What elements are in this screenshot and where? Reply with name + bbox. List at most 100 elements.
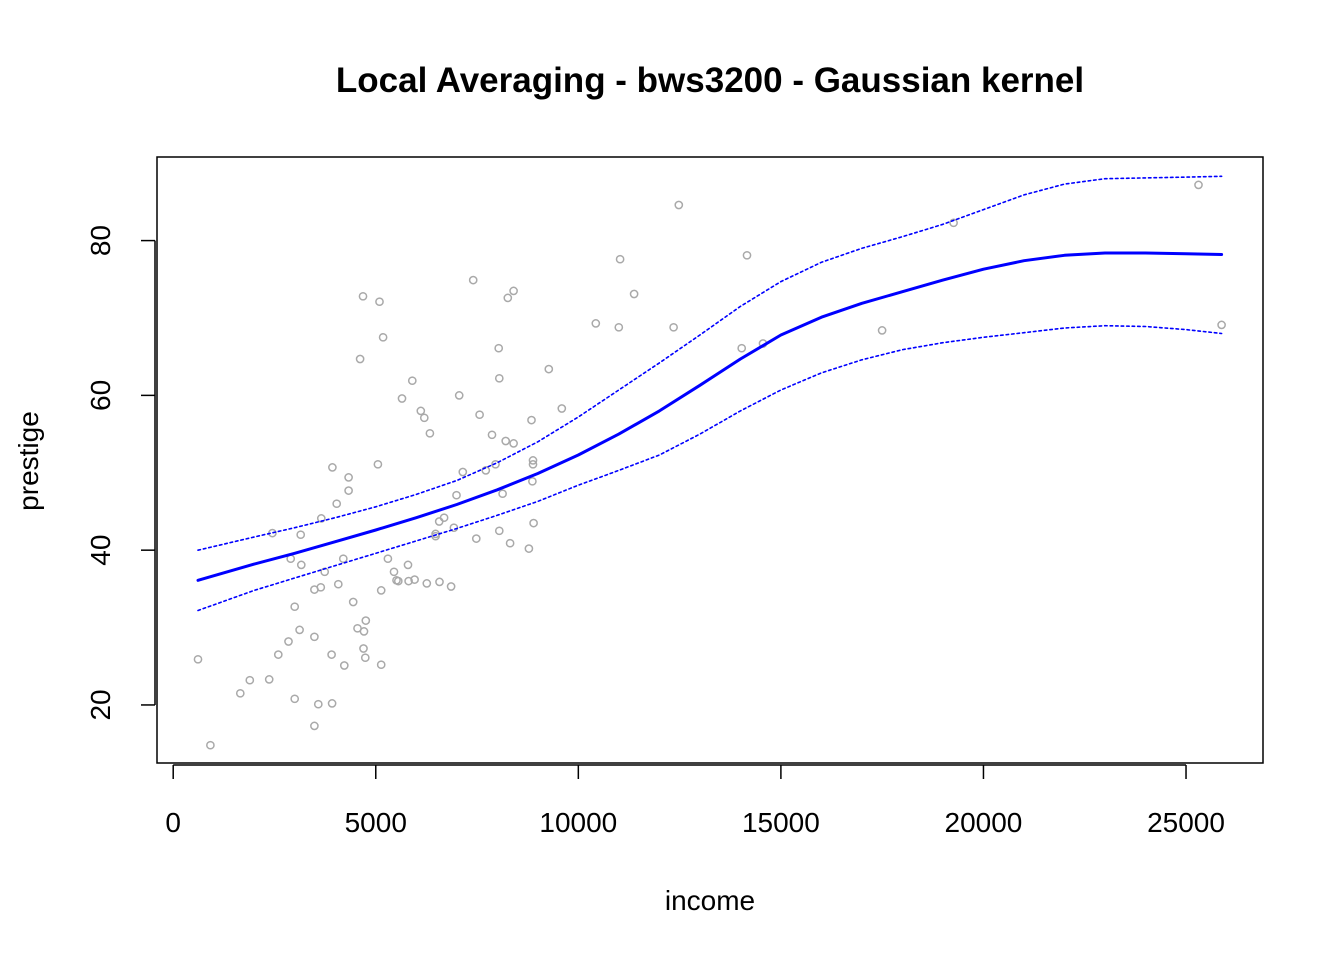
data-point	[416, 406, 426, 416]
data-point	[359, 644, 368, 653]
fit-line	[196, 251, 1224, 582]
data-point	[742, 250, 752, 260]
data-point	[422, 579, 432, 588]
data-point	[393, 576, 403, 586]
data-point	[296, 530, 306, 540]
data-point	[348, 597, 358, 607]
data-point	[494, 373, 504, 383]
data-point	[877, 326, 887, 335]
data-point	[338, 554, 348, 564]
data-point	[669, 322, 678, 332]
data-point	[949, 218, 958, 228]
data-point	[527, 415, 536, 425]
data-point	[498, 489, 507, 499]
data-point	[407, 376, 417, 386]
data-point	[471, 534, 481, 543]
x-axis: 0 5000 10000 15000 20000 25000	[165, 764, 1225, 838]
data-point	[1194, 180, 1203, 190]
data-point	[434, 517, 444, 526]
data-point	[344, 486, 353, 495]
data-point	[419, 413, 429, 423]
data-point	[468, 275, 478, 285]
data-point	[235, 688, 245, 698]
data-point	[359, 627, 369, 636]
data-point	[487, 430, 497, 440]
data-point	[376, 660, 386, 670]
data-point	[481, 466, 491, 475]
data-point	[439, 513, 449, 523]
data-point	[503, 293, 513, 303]
y-tick-label: 20	[85, 689, 116, 720]
data-point	[295, 625, 304, 635]
x-tick-label: 20000	[945, 807, 1023, 838]
data-point	[296, 560, 306, 570]
data-point	[355, 354, 365, 364]
data-point	[501, 436, 511, 446]
data-point	[491, 459, 500, 469]
data-point	[544, 364, 554, 374]
data-point	[290, 694, 300, 704]
scatter-points	[193, 180, 1226, 750]
data-point	[206, 740, 215, 750]
y-tick-label: 40	[85, 535, 116, 566]
data-point	[629, 289, 639, 299]
data-point	[674, 200, 684, 210]
y-axis: 20 40 60 80	[85, 225, 156, 721]
data-point	[509, 286, 518, 296]
data-point	[431, 531, 440, 541]
x-tick-label: 5000	[345, 807, 407, 838]
data-point	[273, 650, 283, 659]
data-point	[284, 637, 293, 646]
chart-title: Local Averaging - bws3200 - Gaussian ker…	[336, 61, 1084, 100]
data-point	[614, 322, 624, 332]
plot-frame	[156, 156, 1264, 764]
data-point	[378, 332, 388, 342]
data-point	[383, 554, 393, 564]
data-point	[245, 675, 255, 685]
data-point	[376, 586, 386, 595]
data-point	[528, 476, 537, 486]
data-point	[528, 459, 538, 469]
data-point	[397, 394, 407, 403]
x-tick-label: 25000	[1147, 807, 1225, 838]
data-point	[557, 404, 567, 413]
data-point	[313, 699, 323, 709]
y-axis-label: prestige	[13, 411, 44, 511]
x-tick-label: 15000	[742, 807, 820, 838]
data-point	[339, 661, 349, 670]
data-point	[446, 582, 456, 591]
data-point	[404, 576, 413, 586]
data-point	[410, 575, 419, 584]
data-point	[509, 439, 518, 448]
x-tick-label: 10000	[539, 807, 617, 838]
data-point	[333, 579, 343, 589]
data-point	[316, 582, 326, 592]
data-point	[505, 538, 515, 548]
data-point	[328, 463, 337, 472]
data-point	[528, 456, 538, 465]
data-point	[475, 410, 484, 420]
confidence-band-line	[197, 175, 1223, 551]
data-point	[494, 343, 504, 353]
y-tick-label: 60	[85, 380, 116, 411]
data-point	[264, 675, 274, 684]
data-point	[529, 518, 538, 528]
confidence-band-line	[197, 324, 1223, 612]
data-point	[316, 514, 326, 523]
data-point	[373, 459, 383, 469]
data-point	[425, 428, 435, 438]
data-point	[1217, 320, 1226, 330]
y-tick-label: 80	[85, 225, 116, 256]
data-point	[193, 654, 203, 664]
data-point	[403, 560, 413, 570]
data-point	[737, 343, 747, 353]
data-point	[361, 616, 371, 625]
data-point	[358, 291, 368, 301]
fit-lines	[196, 175, 1224, 612]
data-point	[494, 526, 504, 536]
x-axis-label: income	[665, 885, 755, 916]
data-point	[332, 499, 342, 509]
data-point	[360, 653, 370, 663]
data-point	[389, 567, 399, 577]
